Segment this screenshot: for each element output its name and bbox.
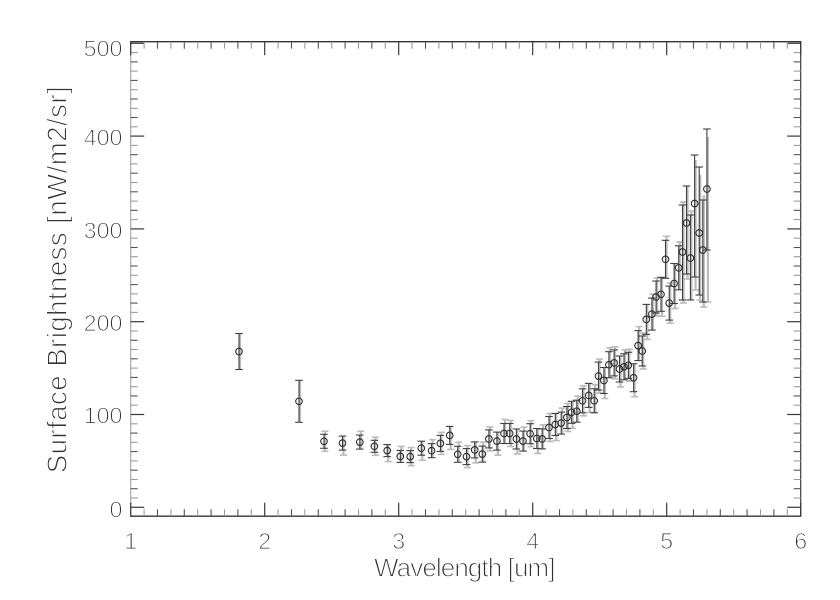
svg-text:300: 300 — [84, 218, 123, 244]
svg-text:Surface Brightness [nW/m2/sr]: Surface Brightness [nW/m2/sr] — [42, 86, 73, 473]
svg-text:Wavelength [um]: Wavelength [um] — [374, 553, 555, 583]
svg-text:200: 200 — [84, 310, 123, 336]
svg-text:1: 1 — [124, 528, 137, 554]
svg-text:3: 3 — [392, 528, 405, 554]
svg-text:0: 0 — [110, 496, 123, 522]
svg-text:2: 2 — [258, 528, 271, 554]
svg-text:500: 500 — [84, 36, 123, 62]
svg-text:400: 400 — [84, 124, 123, 150]
svg-text:6: 6 — [794, 528, 807, 554]
svg-text:5: 5 — [660, 528, 673, 554]
svg-text:100: 100 — [84, 403, 123, 429]
svg-text:4: 4 — [526, 528, 539, 554]
